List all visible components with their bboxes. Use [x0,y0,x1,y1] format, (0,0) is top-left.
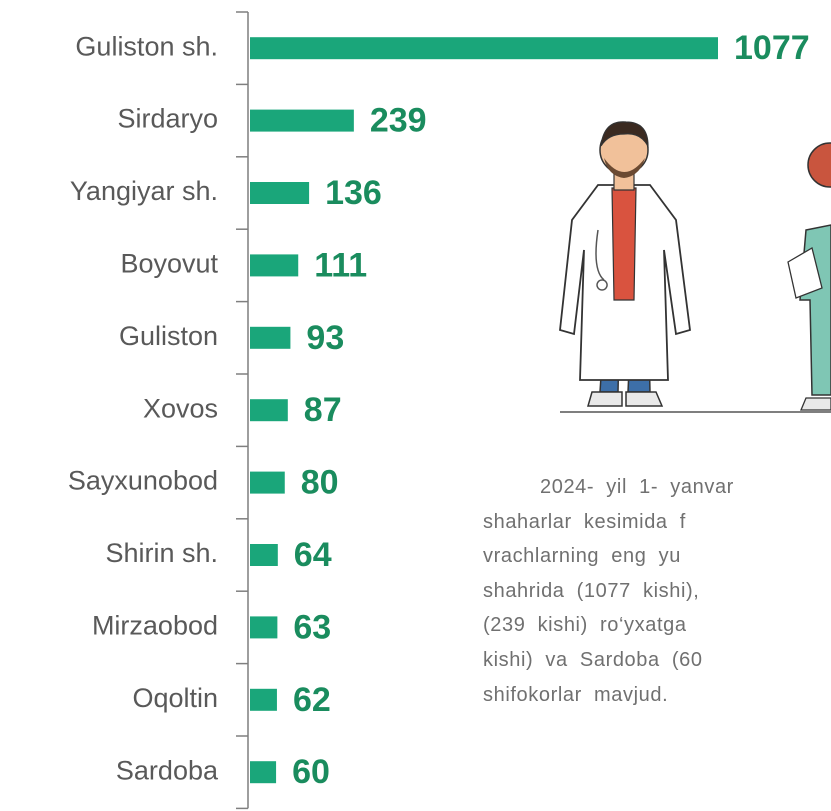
bar [250,37,718,59]
bar [250,182,309,204]
paragraph-line: 2024- yil 1- yanvar [483,470,831,505]
value-label: 93 [306,319,344,357]
nurse-shoe [801,398,831,410]
bar [250,616,277,638]
category-label: Sirdaryo [117,104,218,134]
category-label: Guliston [119,321,218,351]
bar [250,472,285,494]
category-label: Boyovut [120,249,218,279]
category-label: Guliston sh. [75,31,218,61]
bar [250,110,354,132]
category-label: Yangiyar sh. [70,176,218,206]
bar [250,761,276,783]
value-label: 111 [314,246,367,284]
value-label: 239 [370,102,427,140]
category-label: Oqoltin [132,683,218,713]
paragraph-line: vrachlarning eng yu [483,539,831,574]
paragraph-line: shaharlar kesimida f [483,505,831,540]
category-label: Sardoba [116,755,219,785]
paragraph-line: shahrida (1077 kishi), [483,574,831,609]
paragraph-line: kishi) va Sardoba (60 [483,643,831,678]
paragraph-line: (239 kishi) ro‘yxatga [483,608,831,643]
category-label: Mirzaobod [92,611,218,641]
page: {"chart_data": {"type": "bar", "orientat… [0,0,831,811]
category-label: Shirin sh. [105,538,218,568]
value-label: 136 [325,174,382,212]
bar [250,689,277,711]
value-label: 63 [293,608,331,646]
category-label: Xovos [143,393,218,423]
bar [250,254,298,276]
doctor-shirt [612,188,636,300]
bar [250,399,288,421]
nurse-scrubs [800,225,831,395]
paragraph-line: shifokorlar mavjud. [483,678,831,710]
nurse-hair [808,143,831,187]
category-label: Sayxunobod [68,466,218,496]
value-label: 87 [304,391,342,429]
value-label: 64 [294,536,332,574]
illustration [560,122,831,412]
value-label: 1077 [734,29,810,67]
bar [250,327,290,349]
value-label: 60 [292,753,330,791]
bar [250,544,278,566]
value-label: 80 [301,464,339,502]
doctor-shoes [588,392,662,406]
value-label: 62 [293,681,331,719]
